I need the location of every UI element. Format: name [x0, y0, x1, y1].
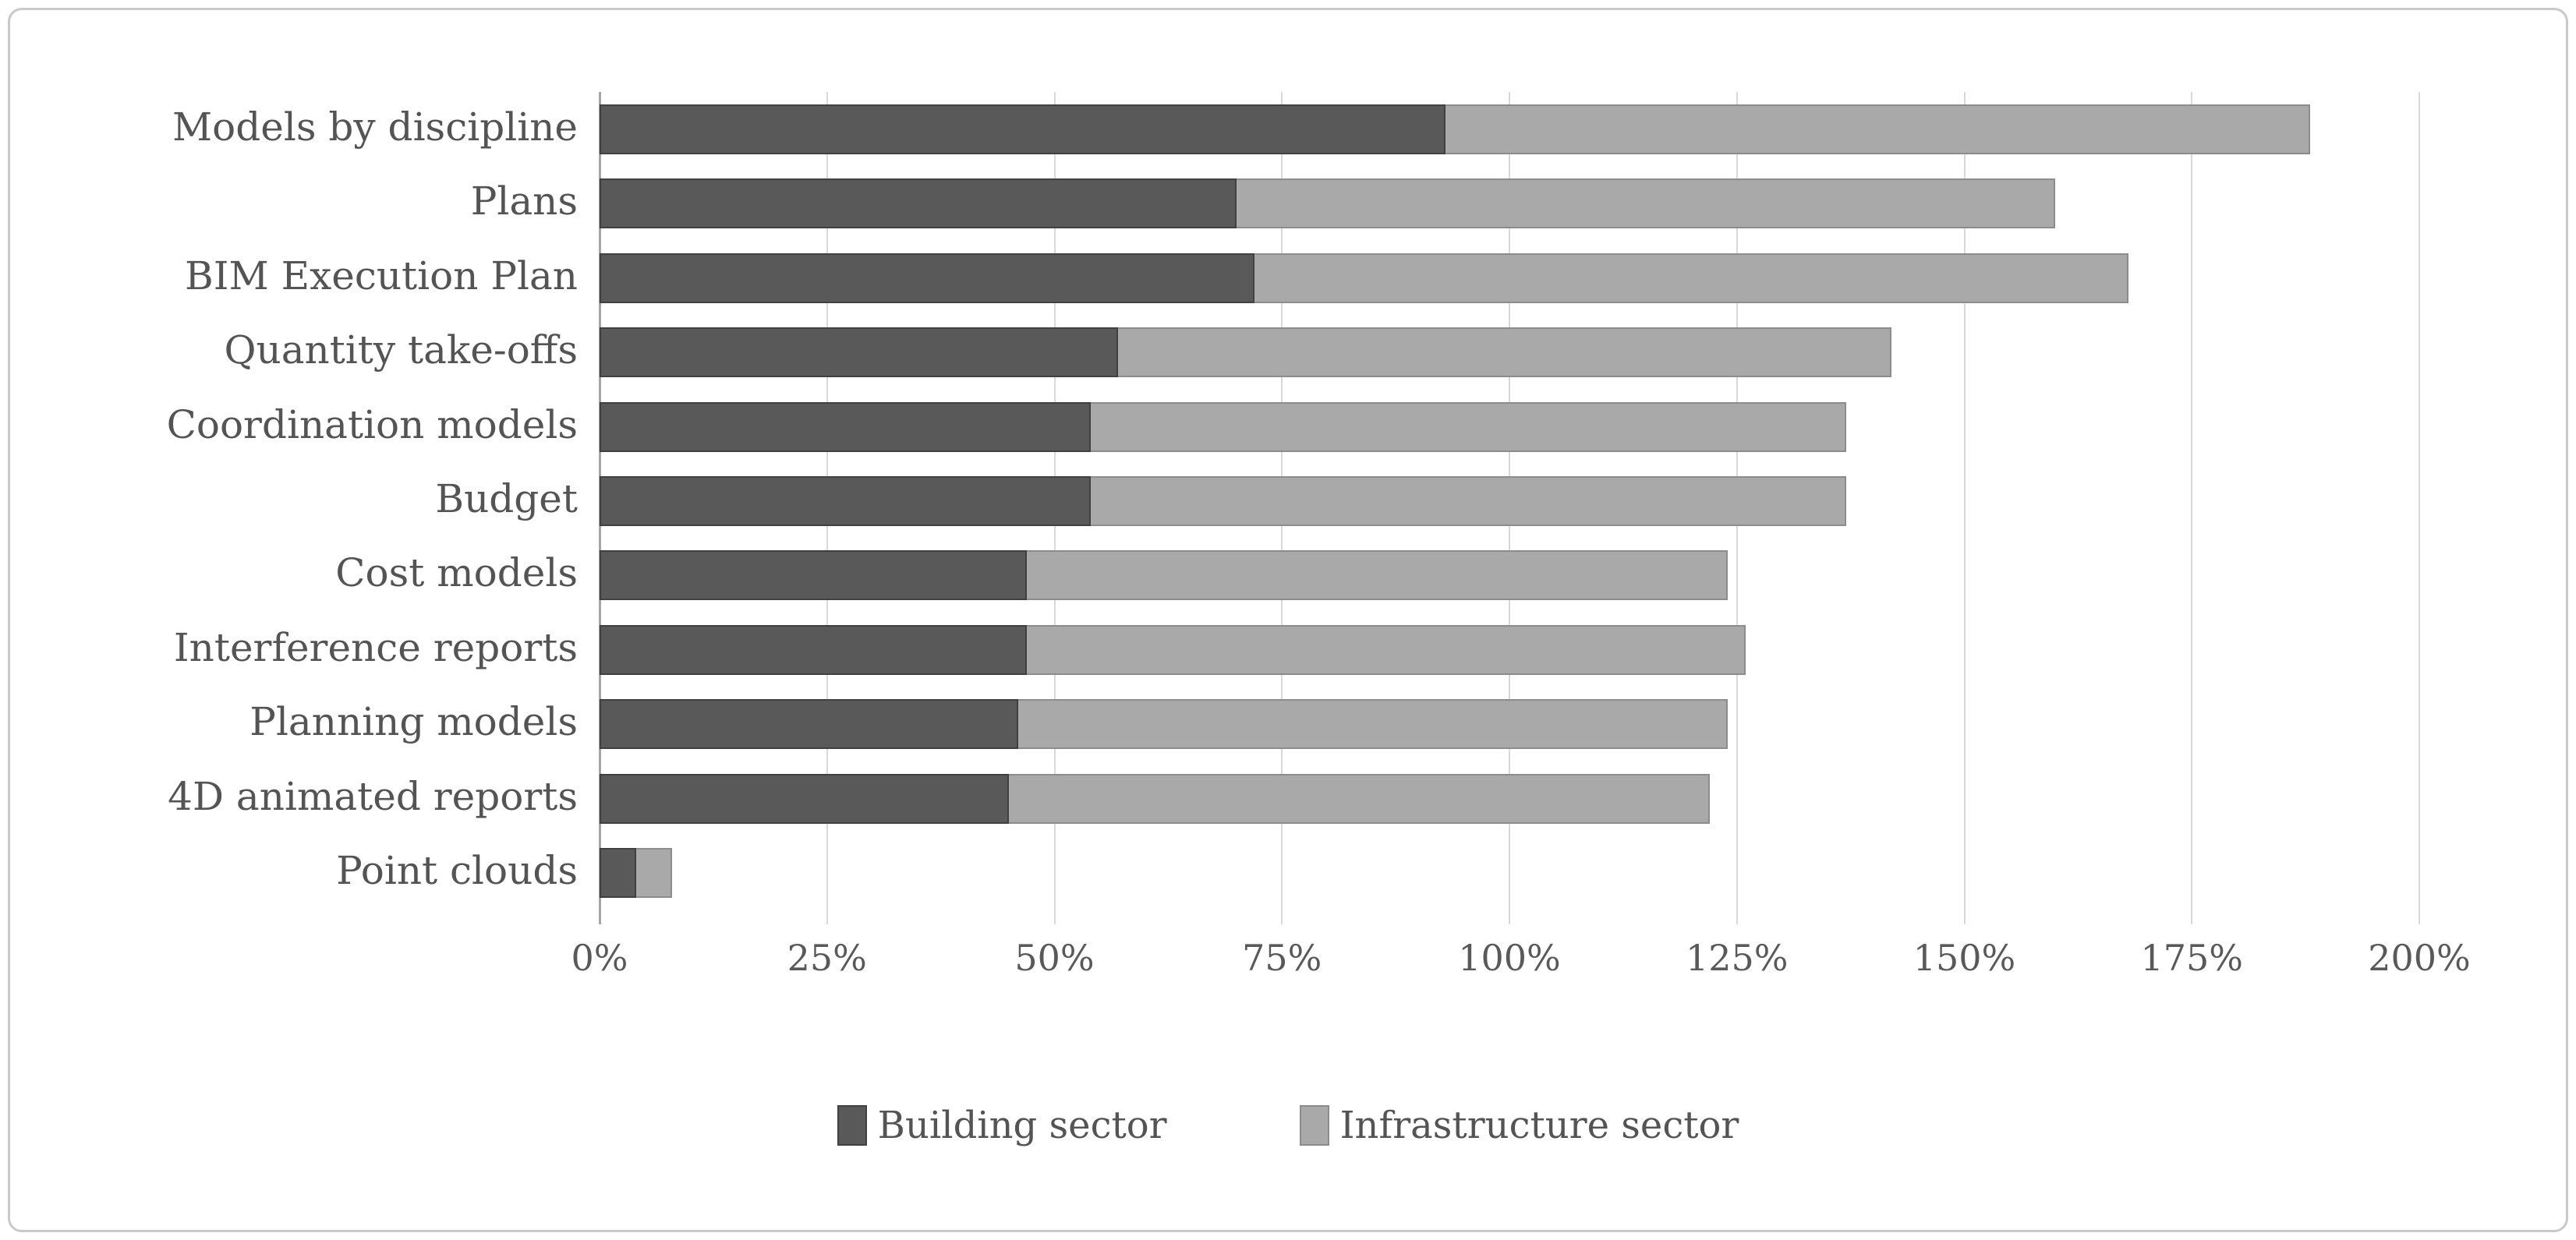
bar-row — [600, 104, 2310, 154]
x-axis-tick-label: 25% — [787, 937, 867, 979]
bar-segment-building-sector — [600, 699, 1018, 750]
category-label: Plans — [470, 178, 578, 224]
bar-segment-building-sector — [600, 253, 1255, 303]
legend-item-building-sector: Building sector — [837, 1104, 1167, 1147]
bar-segment-building-sector — [600, 624, 1028, 675]
category-label: Point clouds — [336, 848, 578, 894]
bar-row — [600, 550, 1729, 601]
bar-segment-infrastructure-sector — [635, 848, 673, 899]
x-axis-tick-label: 125% — [1685, 937, 1789, 979]
bar-segment-building-sector — [600, 104, 1446, 154]
x-axis-tick-label: 200% — [2368, 937, 2471, 979]
bar-segment-building-sector — [600, 401, 1092, 452]
bar-segment-building-sector — [600, 550, 1028, 601]
legend-swatch-infrastructure-sector — [1299, 1105, 1329, 1146]
legend-swatch-building-sector — [837, 1105, 867, 1146]
bar-row — [600, 848, 673, 899]
category-label: Interference reports — [173, 624, 578, 670]
bar-segment-infrastructure-sector — [1236, 178, 2056, 229]
bar-segment-infrastructure-sector — [1009, 773, 1710, 824]
x-axis-tick-label: 100% — [1458, 937, 1561, 979]
bar-segment-infrastructure-sector — [1445, 104, 2310, 154]
bar-segment-infrastructure-sector — [1091, 401, 1846, 452]
bar-segment-building-sector — [600, 773, 1010, 824]
x-axis-tick-label: 175% — [2140, 937, 2244, 979]
bar-row — [600, 624, 1746, 675]
bar-segment-building-sector — [600, 476, 1092, 526]
category-label: Cost models — [335, 550, 578, 596]
gridline — [2191, 92, 2193, 924]
category-label: 4D animated reports — [168, 773, 578, 819]
bar-segment-infrastructure-sector — [1027, 624, 1746, 675]
category-label: Models by discipline — [172, 104, 578, 150]
legend: Building sector Infrastructure sector — [0, 1090, 2576, 1161]
bar-segment-building-sector — [600, 327, 1119, 378]
x-axis-tick-label: 150% — [1913, 937, 2016, 979]
bar-segment-infrastructure-sector — [1027, 550, 1729, 601]
bar-row — [600, 253, 2128, 303]
category-label: Budget — [435, 476, 578, 521]
legend-item-infrastructure-sector: Infrastructure sector — [1299, 1104, 1739, 1147]
bar-segment-infrastructure-sector — [1017, 699, 1729, 750]
bar-segment-infrastructure-sector — [1254, 253, 2128, 303]
bar-segment-building-sector — [600, 848, 636, 899]
bar-row — [600, 773, 1710, 824]
bar-row — [600, 476, 1846, 526]
category-label: Planning models — [249, 699, 578, 745]
bar-segment-building-sector — [600, 178, 1237, 229]
bar-row — [600, 178, 2056, 229]
legend-label-infrastructure-sector: Infrastructure sector — [1339, 1104, 1739, 1147]
gridline — [2419, 92, 2420, 924]
x-axis-tick-label: 0% — [571, 937, 628, 979]
bar-segment-infrastructure-sector — [1091, 476, 1846, 526]
x-axis-tick-label: 75% — [1242, 937, 1322, 979]
legend-label-building-sector: Building sector — [877, 1104, 1167, 1147]
bar-row — [600, 699, 1729, 750]
x-axis-tick-label: 50% — [1014, 937, 1095, 979]
category-label: Quantity take-offs — [224, 327, 579, 373]
category-label: BIM Execution Plan — [184, 253, 578, 299]
bar-segment-infrastructure-sector — [1118, 327, 1892, 378]
bar-row — [600, 401, 1846, 452]
gridline — [1963, 92, 1966, 924]
category-label: Coordination models — [166, 401, 578, 447]
bar-row — [600, 327, 1892, 378]
